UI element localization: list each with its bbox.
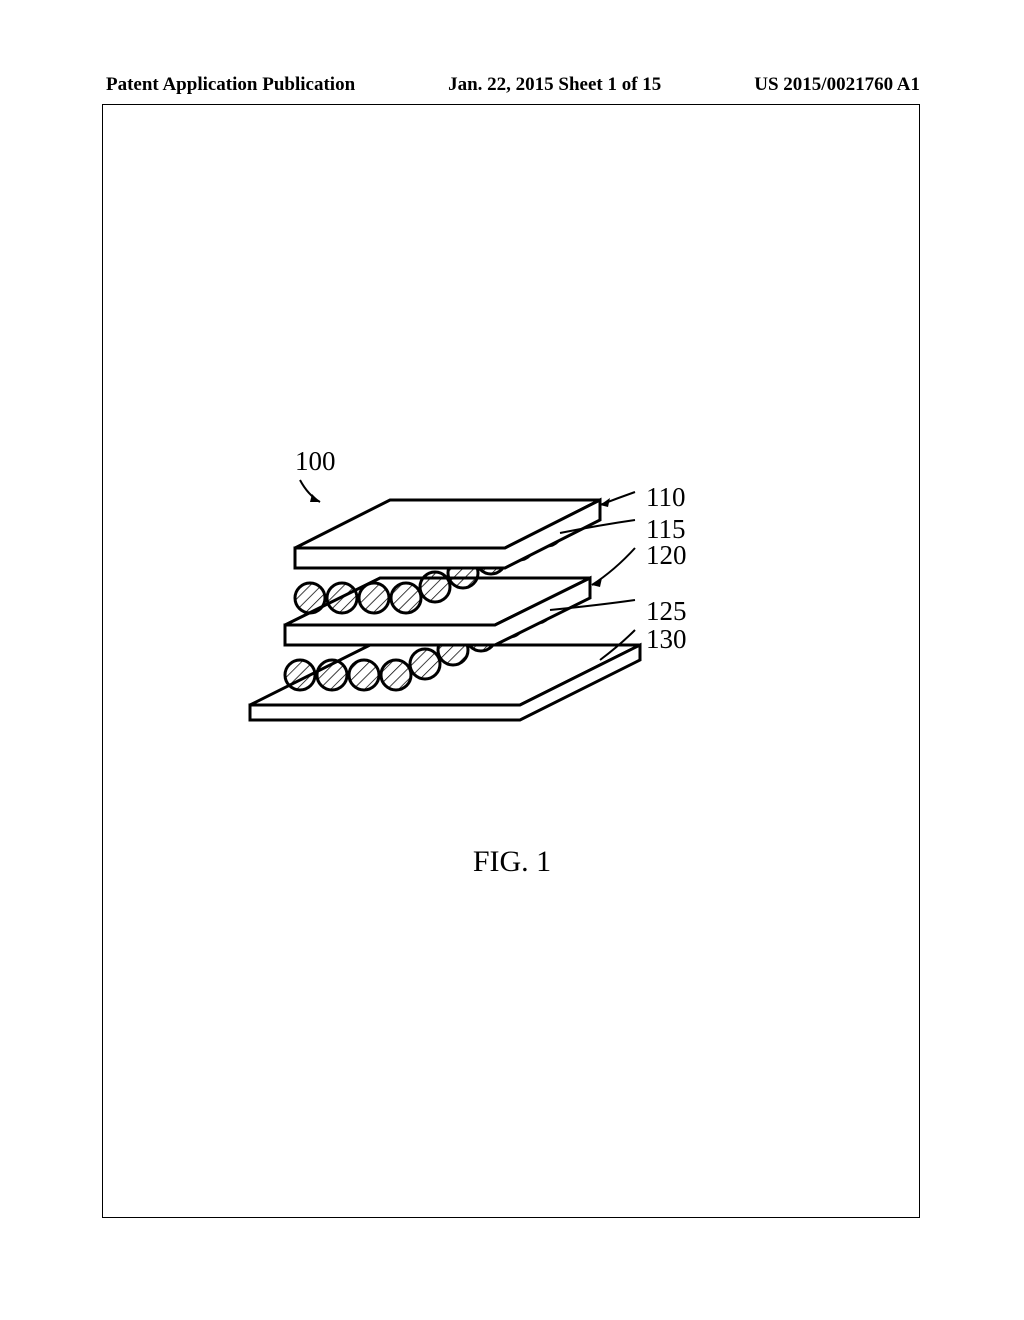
ref-label-125: 125 [646, 596, 687, 627]
svg-text:100: 100 [295, 446, 336, 476]
ref-label-130: 130 [646, 624, 687, 655]
figure-caption: FIG. 1 [0, 845, 1024, 879]
ref-label-110: 110 [646, 482, 686, 513]
header-patent-number: US 2015/0021760 A1 [754, 74, 920, 96]
page-header: Patent Application Publication Jan. 22, … [106, 74, 920, 96]
figure-diagram: 100 [240, 440, 790, 780]
patent-drawing-svg: 100 [240, 440, 790, 780]
ref-label-120: 120 [646, 540, 687, 571]
header-sheet-info: Jan. 22, 2015 Sheet 1 of 15 [448, 74, 661, 96]
header-publication: Patent Application Publication [106, 74, 355, 96]
